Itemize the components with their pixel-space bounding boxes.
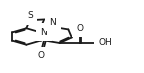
Text: N: N bbox=[49, 18, 56, 27]
Text: O: O bbox=[76, 24, 83, 33]
Text: O: O bbox=[38, 51, 45, 60]
Text: OH: OH bbox=[98, 38, 112, 47]
Text: N: N bbox=[41, 28, 47, 37]
Text: S: S bbox=[27, 11, 33, 20]
